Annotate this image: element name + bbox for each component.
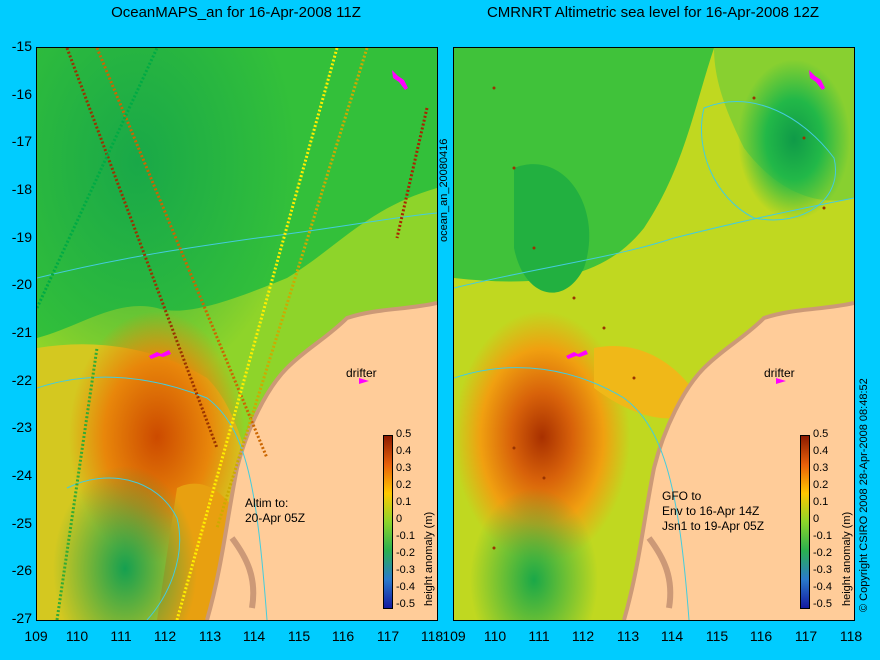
right-annotation-line-2: Env to 16-Apr 14Z <box>662 504 760 518</box>
cb-tick: 0.4 <box>396 445 412 457</box>
cb-tick: 0.5 <box>813 428 829 440</box>
left-colorbar-label: height anomaly (m) <box>423 511 435 606</box>
x-tick: 111 <box>110 628 132 644</box>
cb-tick: -0.3 <box>813 564 832 576</box>
x-tick: 114 <box>242 628 266 644</box>
cb-tick: 0 <box>396 513 403 525</box>
drifter-track-north <box>392 70 408 90</box>
drifter-arrow <box>359 378 369 384</box>
x-tick: 118 <box>839 628 863 644</box>
x-tick: 110 <box>65 628 89 644</box>
left-map-panel <box>36 47 438 621</box>
x-tick: 115 <box>287 628 311 644</box>
right-annotation-line-1: GFO to <box>662 489 702 503</box>
right-map-title: CMRNRT Altimetric sea level for 16-Apr-2… <box>486 4 820 21</box>
y-tick: -27 <box>11 610 32 626</box>
right-annotation-line-3: Jsn1 to 19-Apr 05Z <box>662 519 765 533</box>
cb-tick: 0.1 <box>396 496 412 508</box>
right-map-panel <box>453 47 855 621</box>
x-tick: 110 <box>483 628 507 644</box>
y-tick: -18 <box>11 181 32 197</box>
cb-tick: -0.2 <box>813 547 832 559</box>
cb-tick: -0.1 <box>396 530 415 542</box>
x-tick: 118 <box>420 628 444 644</box>
x-tick: 109 <box>442 628 466 644</box>
map-id-label: ocean_an_20080416 <box>438 138 450 242</box>
y-tick: -20 <box>11 276 32 292</box>
cb-tick: -0.4 <box>813 581 832 593</box>
cb-tick: -0.3 <box>396 564 415 576</box>
cb-tick: 0.3 <box>813 462 829 474</box>
y-tick: -19 <box>11 229 32 245</box>
y-tick: -24 <box>11 467 32 483</box>
x-tick: 112 <box>571 628 595 644</box>
cb-tick: 0.1 <box>813 496 829 508</box>
y-tick: -15 <box>11 38 32 54</box>
y-tick: -23 <box>11 419 32 435</box>
right-sea-level-map <box>454 48 854 620</box>
right-drifter-label: drifter <box>764 366 795 380</box>
x-tick: 117 <box>376 628 400 644</box>
y-tick: -21 <box>11 324 32 340</box>
left-annotation-line-2: 20-Apr 05Z <box>245 511 306 525</box>
cb-tick: 0.5 <box>396 428 412 440</box>
copyright-label: © Copyright CSIRO 2008 28-Apr-2008 08:48… <box>858 378 870 612</box>
right-colorbar <box>800 435 810 609</box>
x-tick: 112 <box>153 628 177 644</box>
y-tick: -16 <box>11 86 32 102</box>
drifter-track-north <box>809 70 825 90</box>
cb-tick: -0.1 <box>813 530 832 542</box>
x-tick: 113 <box>616 628 640 644</box>
left-map-title: OceanMAPS_an for 16-Apr-2008 11Z <box>111 4 361 21</box>
cb-tick: -0.5 <box>396 598 415 610</box>
drifter-arrow <box>776 378 786 384</box>
x-tick: 115 <box>705 628 729 644</box>
cb-tick: -0.5 <box>813 598 832 610</box>
x-tick: 113 <box>198 628 222 644</box>
cb-tick: 0.4 <box>813 445 829 457</box>
cb-tick: 0.2 <box>813 479 829 491</box>
land-mass <box>207 303 437 620</box>
cb-tick: -0.4 <box>396 581 415 593</box>
drifter-track-west <box>566 350 588 359</box>
left-drifter-label: drifter <box>346 366 377 380</box>
y-tick: -17 <box>11 133 32 149</box>
left-colorbar <box>383 435 393 609</box>
x-tick: 116 <box>331 628 355 644</box>
x-tick: 109 <box>24 628 48 644</box>
x-tick: 117 <box>794 628 818 644</box>
cb-tick: 0 <box>813 513 820 525</box>
right-colorbar-label: height anomaly (m) <box>841 511 853 606</box>
y-tick: -26 <box>11 562 32 578</box>
cb-tick: 0.2 <box>396 479 412 491</box>
x-tick: 111 <box>528 628 550 644</box>
left-sea-level-map <box>37 48 437 620</box>
cb-tick: -0.2 <box>396 547 415 559</box>
x-tick: 114 <box>660 628 684 644</box>
left-annotation-line-1: Altim to: <box>245 496 289 510</box>
y-tick: -22 <box>11 372 32 388</box>
y-tick: -25 <box>11 515 32 531</box>
drifter-track-west <box>149 350 171 359</box>
cb-tick: 0.3 <box>396 462 412 474</box>
x-tick: 116 <box>749 628 773 644</box>
